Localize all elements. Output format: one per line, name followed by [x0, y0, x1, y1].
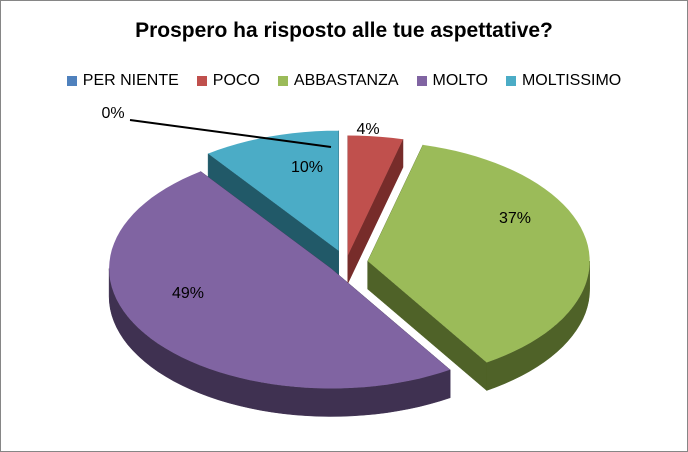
legend-item-per-niente: PER NIENTE: [66, 72, 179, 90]
legend-item-poco: POCO: [196, 72, 260, 90]
data-label-per-niente: 0%: [101, 105, 124, 122]
data-label-abbastanza: 37%: [499, 210, 531, 227]
slice-wall-poco: [347, 139, 404, 284]
data-label-poco: 4%: [356, 121, 379, 138]
legend-label: ABBASTANZA: [293, 72, 399, 89]
legend-item-moltissimo: MOLTISSIMO: [505, 72, 622, 90]
legend: PER NIENTE POCO ABBASTANZA MOLTO MOLTISSIMO: [1, 72, 687, 90]
legend-swatch: [196, 76, 207, 86]
chart-title: Prospero ha risposto alle tue aspettativ…: [135, 19, 553, 42]
legend-label: PER NIENTE: [82, 72, 179, 89]
slice-poco: [347, 135, 403, 256]
slice-side-molto: [108, 268, 451, 417]
legend-item-abbastanza: ABBASTANZA: [277, 72, 399, 90]
legend-swatch: [277, 76, 288, 86]
slice-moltissimo: [208, 130, 339, 251]
slice-abbastanza: [367, 144, 590, 363]
legend-label: MOLTISSIMO: [521, 72, 622, 89]
legend-label: MOLTO: [432, 72, 488, 89]
slice-molto: [109, 171, 451, 389]
data-label-molto: 49%: [172, 285, 204, 302]
legend-label: POCO: [212, 72, 260, 89]
leader-line: [129, 119, 332, 148]
legend-swatch: [505, 76, 516, 86]
legend-swatch: [416, 76, 427, 86]
slice-side-abbastanza: [486, 261, 590, 391]
legend-swatch: [66, 76, 77, 86]
data-label-moltissimo: 10%: [291, 159, 323, 176]
legend-item-molto: MOLTO: [416, 72, 488, 90]
